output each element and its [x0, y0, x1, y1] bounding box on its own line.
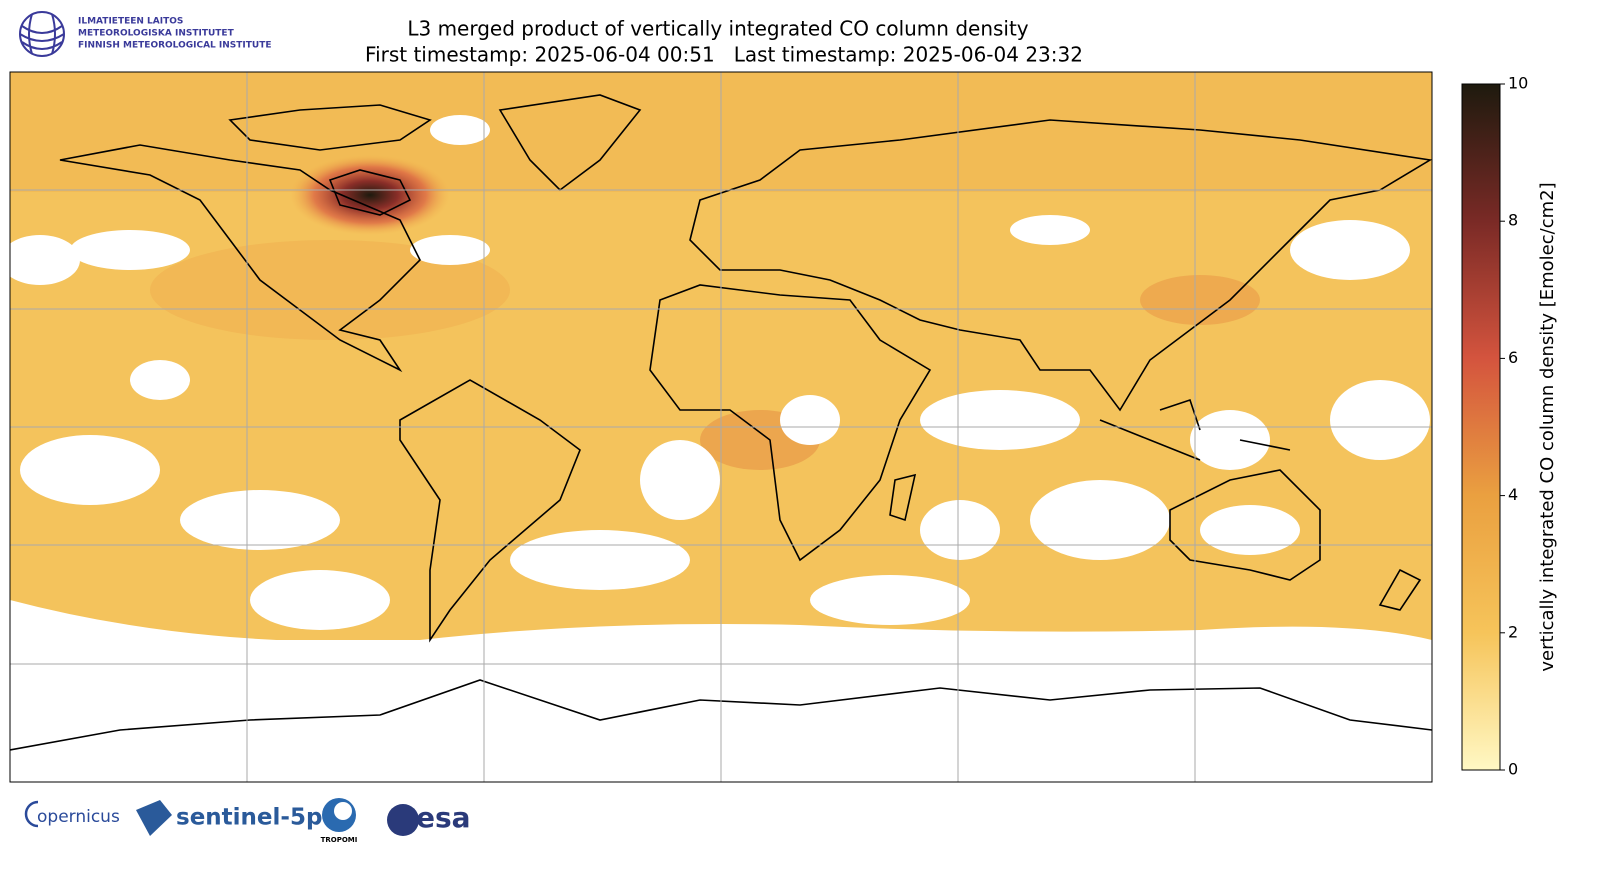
co-plume: [290, 155, 450, 235]
subtitle: First timestamp: 2025-06-04 00:51 Last t…: [365, 43, 1083, 67]
sentinel-mark: [136, 800, 172, 836]
fmi-logo: [19, 11, 65, 57]
esa-logo: esa: [416, 801, 471, 834]
esa-mark: [387, 804, 419, 836]
colorbar: 0 2 4 6 8 10: [1461, 74, 1528, 779]
institute-name: FINNISH METEOROLOGICAL INSTITUTE: [78, 41, 272, 51]
institute-name: ILMATIETEEN LAITOS: [78, 17, 183, 27]
copernicus-mark: [24, 800, 39, 828]
coastlines: [10, 94, 1432, 751]
copernicus-logo: opernicus: [37, 807, 120, 827]
tropomi-mark: [334, 802, 352, 820]
colorbar-label: vertically integrated CO column density …: [1537, 182, 1558, 671]
co-field: [1140, 275, 1260, 325]
colorbar-bar: [1461, 83, 1501, 771]
co-field: [150, 240, 510, 340]
map-frame: [9, 71, 1433, 783]
tropomi-logo: TROPOMI: [321, 836, 358, 844]
colorbar-tick-label: 2: [1508, 622, 1518, 641]
colorbar-tick-label: 8: [1508, 211, 1518, 230]
colorbar-tick-label: 0: [1508, 760, 1518, 779]
sentinel-logo: sentinel-5p: [176, 805, 322, 831]
colorbar-tick-label: 6: [1508, 348, 1518, 367]
graticule: [10, 72, 1432, 782]
colorbar-tick-label: 10: [1508, 74, 1528, 93]
institute-name: METEOROLOGISKA INSTITUTET: [78, 29, 235, 39]
map: [10, 72, 1432, 782]
colorbar-tick-label: 4: [1508, 485, 1518, 504]
title: L3 merged product of vertically integrat…: [407, 17, 1028, 41]
